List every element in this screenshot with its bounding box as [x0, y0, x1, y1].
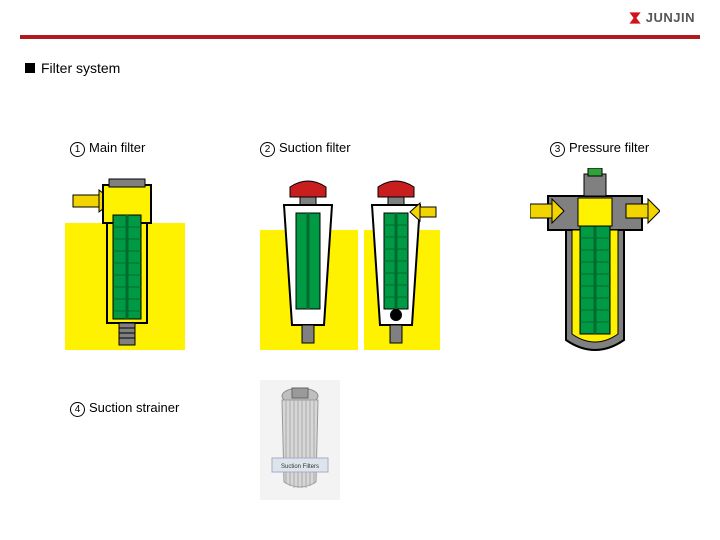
- brand-header: JUNJIN: [628, 10, 695, 25]
- circled-number: 1: [70, 142, 85, 157]
- label-suction-strainer: 4Suction strainer: [70, 400, 179, 417]
- brand-name: JUNJIN: [646, 10, 695, 25]
- circled-number: 2: [260, 142, 275, 157]
- label-suction-filter: 2Suction filter: [260, 140, 351, 157]
- square-bullet-icon: [25, 63, 35, 73]
- label-pressure-filter: 3Pressure filter: [550, 140, 649, 157]
- circled-number: 3: [550, 142, 565, 157]
- section-title: Filter system: [25, 60, 120, 76]
- circled-number: 4: [70, 402, 85, 417]
- label-main-filter: 1Main filter: [70, 140, 145, 157]
- diagram-suction-strainer: Suction Filters: [260, 380, 340, 500]
- header-rule: [20, 35, 700, 39]
- diagram-pressure-filter: [530, 168, 660, 363]
- section-title-text: Filter system: [41, 60, 120, 76]
- diagram-suction-filter: [260, 175, 440, 350]
- brand-logo-icon: [628, 11, 642, 25]
- diagram-main-filter: [65, 175, 185, 350]
- strainer-band-label: Suction Filters: [281, 464, 319, 470]
